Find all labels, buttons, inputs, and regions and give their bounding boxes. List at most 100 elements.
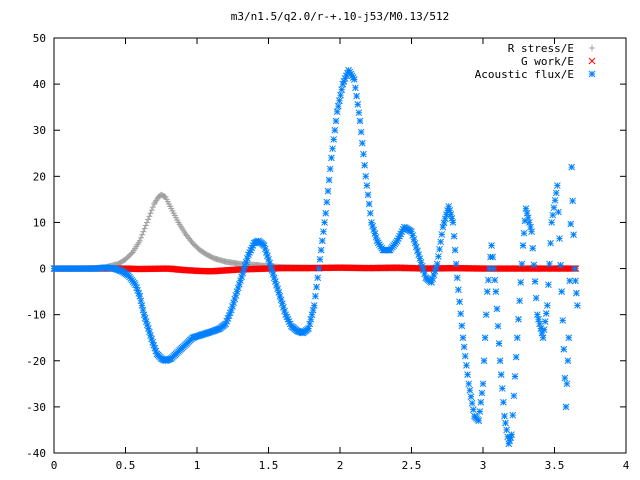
data-point: [313, 283, 320, 291]
data-point: [132, 281, 139, 289]
data-point: [568, 163, 576, 171]
data-point: [479, 380, 487, 388]
data-point: [557, 261, 564, 269]
data-point: [548, 219, 555, 226]
data-point: [459, 334, 467, 342]
data-point: [482, 311, 490, 319]
data-point: [540, 326, 548, 334]
data-point: [545, 281, 552, 289]
data-point: [492, 288, 500, 295]
data-point: [574, 302, 581, 309]
data-point: [539, 334, 547, 342]
data-point: [518, 260, 526, 268]
data-point: [314, 274, 322, 282]
data-point: [356, 117, 364, 125]
data-point: [136, 237, 143, 244]
chart-title: m3/n1.5/q2.0/r-+.10-j53/M0.13/512: [231, 10, 450, 23]
data-point: [531, 278, 539, 285]
data-point: [467, 393, 475, 401]
data-point: [508, 431, 515, 438]
data-point: [563, 380, 571, 388]
data-point: [332, 117, 340, 125]
data-point: [564, 357, 572, 365]
data-point: [428, 279, 435, 286]
data-point: [493, 305, 501, 313]
legend-label: R stress/E: [508, 42, 574, 55]
data-point: [433, 260, 441, 268]
data-point: [515, 315, 522, 323]
data-point: [315, 265, 323, 272]
data-point: [558, 288, 566, 295]
data-point: [322, 209, 330, 217]
data-point: [355, 109, 363, 117]
data-point: [560, 345, 568, 353]
data-point: [512, 353, 520, 361]
data-point: [275, 289, 283, 296]
data-point: [498, 385, 506, 392]
data-point: [457, 310, 465, 318]
legend-marker: [588, 70, 596, 78]
data-point: [567, 220, 575, 228]
data-point: [570, 231, 577, 239]
data-point: [509, 411, 517, 419]
data-point: [448, 215, 456, 222]
data-point: [523, 209, 531, 217]
data-point: [145, 216, 152, 223]
data-point: [283, 313, 291, 321]
data-point: [366, 209, 374, 217]
data-point: [566, 277, 574, 285]
data-point: [517, 279, 525, 286]
data-point: [435, 253, 442, 260]
data-point: [338, 86, 346, 93]
data-point: [412, 243, 420, 251]
data-point: [307, 315, 315, 323]
data-point: [500, 398, 507, 406]
data-point: [372, 233, 380, 241]
y-tick-label: -10: [26, 309, 46, 322]
data-point: [267, 263, 275, 271]
y-tick-label: 20: [33, 170, 46, 183]
data-point: [511, 373, 519, 380]
data-point: [363, 182, 371, 189]
data-point: [497, 371, 505, 378]
legend-label: G work/E: [521, 55, 574, 68]
x-tick-label: 4: [623, 459, 630, 472]
data-point: [408, 228, 415, 236]
data-point: [140, 228, 147, 235]
data-point: [147, 210, 154, 217]
y-tick-label: 40: [33, 78, 46, 91]
data-point: [513, 334, 521, 342]
data-point: [488, 242, 495, 249]
data-point: [238, 273, 245, 281]
legend-label: Acoustic flux/E: [475, 68, 574, 81]
data-point: [520, 229, 528, 237]
data-point: [533, 311, 541, 319]
data-point: [569, 197, 576, 205]
data-point: [324, 187, 332, 195]
data-point: [561, 374, 569, 382]
data-point: [357, 128, 365, 136]
y-tick-label: 10: [33, 216, 46, 229]
data-point: [565, 334, 573, 342]
data-point: [318, 237, 326, 245]
data-point: [320, 228, 327, 236]
data-point: [525, 219, 533, 226]
y-tick-label: 50: [33, 32, 46, 45]
data-point: [464, 371, 471, 378]
data-point: [358, 139, 366, 147]
data-point: [436, 245, 443, 253]
data-point: [478, 389, 486, 397]
series-1: [50, 264, 580, 275]
data-point: [305, 325, 312, 332]
y-tick-label: -30: [26, 401, 46, 414]
data-point: [328, 154, 335, 162]
data-point: [365, 200, 373, 208]
data-point: [336, 97, 343, 105]
y-tick-label: 0: [39, 263, 46, 276]
data-point: [485, 276, 492, 284]
data-point: [316, 255, 324, 263]
data-point: [449, 219, 457, 226]
data-point: [453, 274, 461, 282]
data-point: [489, 253, 497, 261]
x-tick-label: 3: [480, 459, 487, 472]
